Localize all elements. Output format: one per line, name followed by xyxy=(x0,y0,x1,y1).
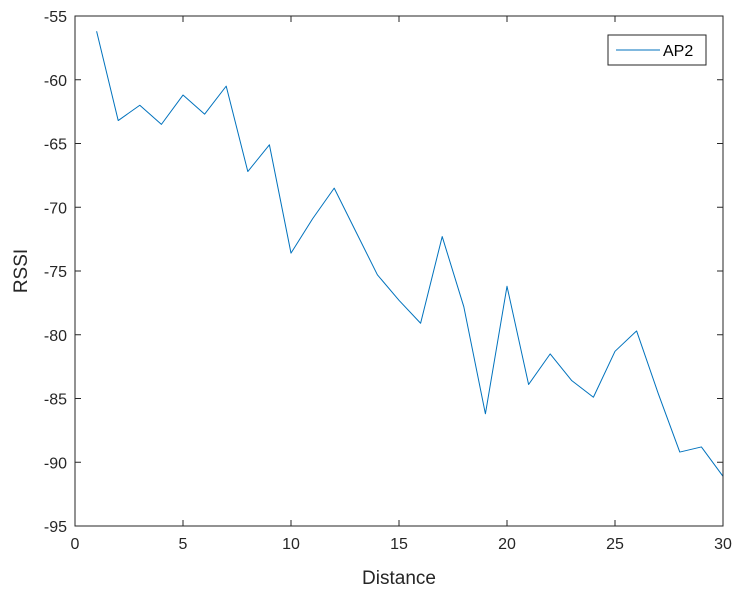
y-tick-label: -85 xyxy=(44,392,67,409)
x-tick-label: 5 xyxy=(179,536,188,553)
series-layer xyxy=(96,31,724,477)
x-axis-label: Distance xyxy=(362,568,436,589)
x-tick-label: 10 xyxy=(282,536,300,553)
x-tick-label: 15 xyxy=(390,536,408,553)
y-tick-label: -70 xyxy=(44,200,67,217)
y-axis-label: RSSI xyxy=(11,249,32,293)
x-tick-label: 30 xyxy=(714,536,732,553)
legend: AP2 xyxy=(607,34,707,66)
y-tick-label: -80 xyxy=(44,328,67,345)
y-tick-label: -75 xyxy=(44,264,67,281)
plot-area xyxy=(75,16,723,526)
y-tick-label: -60 xyxy=(44,73,67,90)
x-tick-label: 20 xyxy=(498,536,516,553)
y-tick-label: -90 xyxy=(44,455,67,472)
legend-label-ap2: AP2 xyxy=(663,43,693,60)
series-line-ap2 xyxy=(96,31,724,477)
y-tick-label: -95 xyxy=(44,519,67,536)
x-tick-label: 25 xyxy=(606,536,624,553)
plot-background xyxy=(75,16,723,526)
ticks-layer: 0 5 10 15 20 25 30 -95 -90 -85 -80 -75 -70 -65 -60 -55 xyxy=(44,9,732,553)
y-tick-label: -55 xyxy=(44,9,67,26)
x-tick-label: 0 xyxy=(71,536,80,553)
y-tick-label: -65 xyxy=(44,137,67,154)
